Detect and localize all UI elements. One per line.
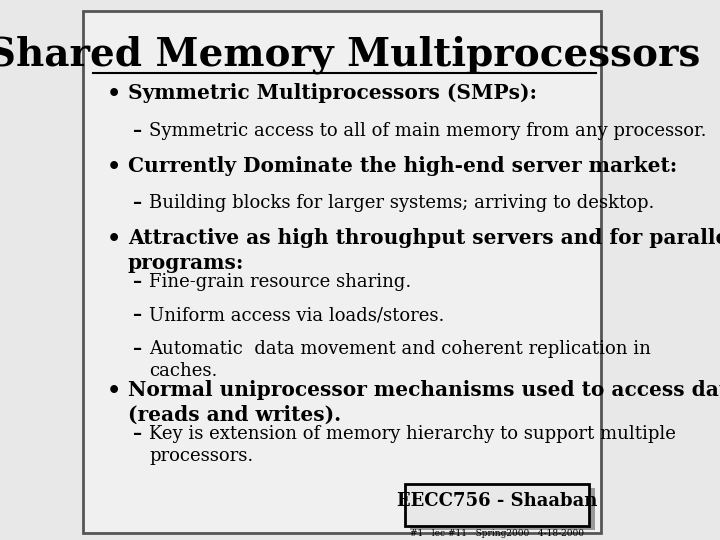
Text: •: •	[107, 84, 121, 105]
Text: Attractive as high throughput servers and for parallel
programs:: Attractive as high throughput servers an…	[128, 228, 720, 273]
Text: Building blocks for larger systems; arriving to desktop.: Building blocks for larger systems; arri…	[149, 194, 654, 212]
Text: Key is extension of memory hierarchy to support multiple
processors.: Key is extension of memory hierarchy to …	[149, 425, 676, 465]
Text: –: –	[133, 340, 143, 358]
Text: #1   lec #11   Spring2000   4-18-2000: #1 lec #11 Spring2000 4-18-2000	[410, 529, 584, 538]
Text: Symmetric Multiprocessors (SMPs):: Symmetric Multiprocessors (SMPs):	[128, 84, 537, 104]
Text: –: –	[133, 122, 143, 140]
FancyBboxPatch shape	[83, 11, 601, 533]
Text: Currently Dominate the high-end server market:: Currently Dominate the high-end server m…	[128, 156, 678, 176]
Text: –: –	[133, 425, 143, 443]
Text: –: –	[133, 306, 143, 325]
Text: Symmetric access to all of main memory from any processor.: Symmetric access to all of main memory f…	[149, 122, 707, 140]
Text: •: •	[107, 228, 121, 250]
Text: Normal uniprocessor mechanisms used to access data
(reads and writes).: Normal uniprocessor mechanisms used to a…	[128, 380, 720, 424]
Text: –: –	[133, 273, 143, 291]
Text: Fine-grain resource sharing.: Fine-grain resource sharing.	[149, 273, 412, 291]
Text: •: •	[107, 156, 121, 178]
FancyBboxPatch shape	[405, 484, 589, 526]
Text: Shared Memory Multiprocessors: Shared Memory Multiprocessors	[0, 35, 701, 73]
Text: Automatic  data movement and coherent replication in
caches.: Automatic data movement and coherent rep…	[149, 340, 651, 380]
FancyBboxPatch shape	[410, 488, 595, 530]
Text: Uniform access via loads/stores.: Uniform access via loads/stores.	[149, 306, 445, 325]
Text: •: •	[107, 380, 121, 402]
Text: –: –	[133, 194, 143, 212]
Text: EECC756 - Shaaban: EECC756 - Shaaban	[397, 491, 597, 510]
